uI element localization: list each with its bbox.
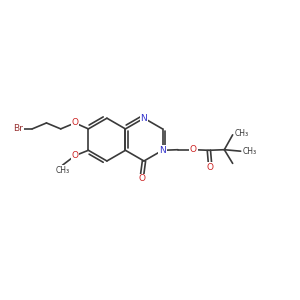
Text: CH₃: CH₃ — [56, 166, 70, 175]
Text: O: O — [71, 151, 79, 160]
Text: N: N — [141, 114, 147, 123]
Text: Br: Br — [13, 124, 23, 134]
Text: O: O — [207, 163, 214, 172]
Text: CH₃: CH₃ — [242, 147, 257, 156]
Text: O: O — [190, 145, 197, 154]
Text: CH₃: CH₃ — [235, 129, 249, 138]
Text: N: N — [159, 146, 166, 155]
Text: O: O — [71, 118, 79, 127]
Text: O: O — [138, 174, 145, 183]
